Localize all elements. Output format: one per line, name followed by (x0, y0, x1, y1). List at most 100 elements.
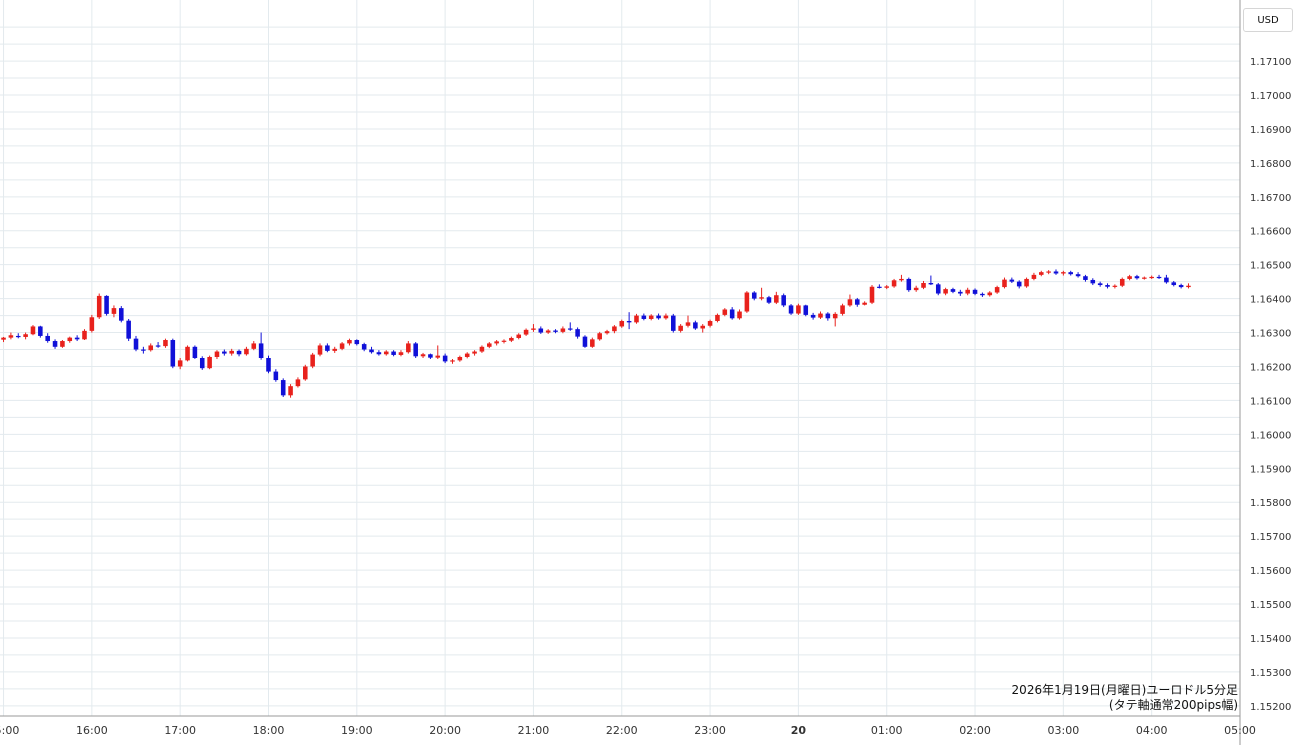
candle-up (648, 315, 654, 319)
candle-up (965, 289, 970, 294)
candle-up (1024, 278, 1029, 287)
price-axis[interactable]: 1.172001.171001.170001.169001.168001.167… (1250, 23, 1291, 713)
candle-down (1075, 274, 1081, 277)
time-tick-label: 19:00 (341, 724, 373, 737)
time-tick-label: 04:00 (1136, 724, 1168, 737)
candle-up (295, 379, 301, 387)
candle-down (442, 355, 448, 362)
candle-up (214, 351, 220, 357)
candle-down (104, 295, 109, 314)
candle-up (383, 351, 389, 355)
candle-up (796, 305, 801, 314)
candle-down (567, 328, 573, 330)
candle-up (590, 339, 595, 347)
candle-up (862, 302, 867, 305)
candle-up (479, 346, 485, 352)
candle-up (96, 295, 102, 318)
time-tick-label: 21:00 (518, 724, 550, 737)
candle-down (391, 351, 396, 355)
candle-up (398, 352, 404, 355)
candle-up (531, 328, 536, 330)
candle-down (751, 292, 757, 299)
candle-up (420, 354, 426, 357)
candle-down (361, 344, 367, 350)
candle-up (1142, 277, 1147, 279)
candle-up (310, 354, 315, 367)
price-tick-label: 1.17000 (1250, 91, 1291, 102)
candle-up (612, 326, 617, 332)
price-tick-label: 1.15600 (1250, 566, 1291, 577)
candle-down (906, 278, 912, 291)
candle-down (236, 350, 242, 355)
candle-up (23, 334, 28, 337)
candle-down (972, 289, 978, 294)
price-tick-label: 1.15300 (1250, 668, 1291, 679)
candle-down (52, 341, 58, 347)
price-tick-label: 1.15900 (1250, 464, 1291, 475)
candle-up (1039, 272, 1044, 275)
time-tick-label: 15:00 (0, 724, 19, 737)
candle-up (818, 313, 823, 318)
candle-down (1164, 277, 1169, 283)
annotation-line-1: 2026年1月19日(月曜日)ユーロドル5分足 (1012, 683, 1238, 697)
candle-down (170, 340, 176, 367)
price-tick-label: 1.15700 (1250, 532, 1291, 543)
candle-up (30, 326, 36, 335)
time-tick-label: 05:00 (1224, 724, 1256, 737)
candle-up (523, 329, 529, 335)
candle-down (693, 322, 698, 329)
candle-up (715, 314, 720, 322)
candle-down (810, 314, 816, 318)
price-tick-label: 1.16000 (1250, 430, 1291, 441)
candle-up (545, 330, 551, 333)
candle-down (38, 326, 43, 336)
candle-down (413, 343, 418, 357)
candle-up (685, 322, 691, 326)
candle-down (1068, 272, 1074, 275)
candle-up (737, 311, 742, 319)
candle-down (538, 328, 544, 333)
candle-up (67, 337, 73, 342)
candle-down (376, 352, 382, 355)
candle-down (575, 329, 580, 337)
currency-button[interactable]: USD (1243, 8, 1293, 32)
candle-down (671, 315, 676, 331)
time-tick-label: 01:00 (871, 724, 903, 737)
candle-down (1134, 276, 1140, 279)
candle-down (1156, 276, 1162, 279)
candle-down (1171, 282, 1177, 286)
candle-up (509, 337, 514, 341)
candle-down (781, 295, 786, 306)
candle-down (788, 305, 794, 314)
candle-down (1097, 283, 1103, 286)
candle-down (877, 286, 882, 288)
time-tick-label: 23:00 (694, 724, 726, 737)
candle-up (759, 297, 764, 299)
candle-up (634, 315, 639, 323)
candle-up (457, 356, 463, 361)
price-tick-label: 1.16100 (1250, 396, 1291, 407)
candle-up (501, 340, 507, 342)
price-tick-label: 1.15200 (1250, 702, 1291, 713)
candle-up (1127, 276, 1132, 279)
candle-down (958, 291, 963, 294)
candle-down (428, 354, 433, 358)
time-tick-label: 02:00 (959, 724, 991, 737)
candle-down (626, 321, 632, 323)
candle-up (89, 317, 95, 331)
price-tick-label: 1.16800 (1250, 159, 1291, 170)
time-tick-label: 16:00 (76, 724, 108, 737)
candle-down (1009, 279, 1015, 282)
candle-up (251, 343, 257, 349)
time-axis[interactable]: 15:00 16:00 17:00 18:00 19:00 20:00 21:00 22:00… (0, 724, 1256, 737)
candle-up (700, 325, 706, 329)
time-tick-label: 03:00 (1048, 724, 1080, 737)
candle-up (435, 355, 441, 358)
candle-up (516, 334, 522, 338)
candle-up (597, 333, 602, 340)
candle-up (884, 286, 890, 288)
candle-up (1002, 279, 1007, 288)
price-tick-label: 1.15500 (1250, 600, 1291, 611)
candle-down (729, 309, 735, 319)
candle-down (119, 308, 124, 321)
